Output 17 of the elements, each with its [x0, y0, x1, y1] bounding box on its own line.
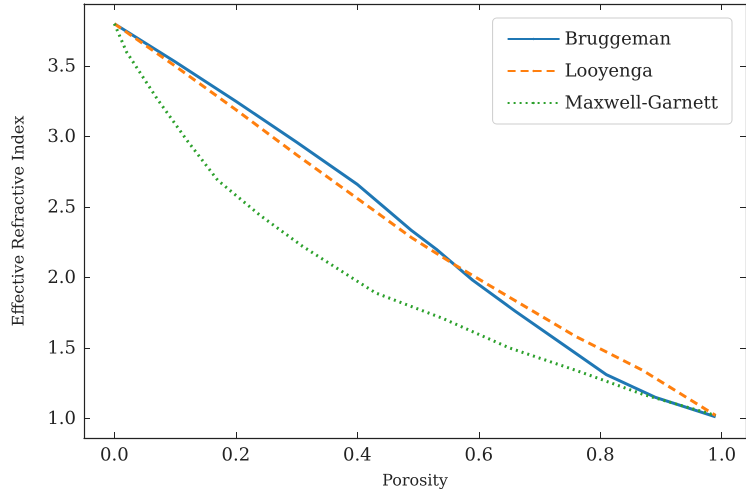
y-tick-label: 2.5: [47, 196, 76, 218]
x-tick-label: 0.6: [464, 444, 494, 466]
y-tick-label: 1.0: [47, 408, 76, 429]
legend-label: Looyenga: [564, 60, 654, 82]
y-tick-label: 1.5: [47, 337, 76, 358]
x-tick-label: 1.0: [707, 444, 736, 466]
x-tick-label: 0.0: [100, 444, 129, 466]
x-axis-title: Porosity: [382, 470, 448, 490]
y-axis-title: Effective Refractive Index: [8, 116, 28, 326]
legend-label: Maxwell-Garnett: [564, 92, 719, 114]
x-tick-label: 0.4: [342, 444, 372, 466]
x-tick-label: 0.2: [222, 444, 250, 466]
y-tick-label: 3.0: [47, 126, 76, 147]
y-tick-label: 2.0: [47, 266, 76, 288]
legend-label: Bruggeman: [564, 28, 672, 50]
x-tick-label: 0.8: [586, 444, 615, 466]
y-tick-label: 3.5: [47, 56, 76, 76]
